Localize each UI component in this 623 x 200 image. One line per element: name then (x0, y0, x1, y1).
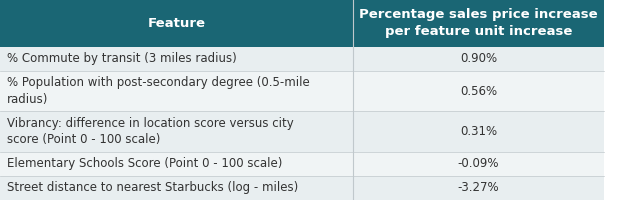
Bar (0, 0, 353, 47)
Text: Elementary Schools Score (Point 0 - 100 scale): Elementary Schools Score (Point 0 - 100 … (7, 157, 283, 170)
Text: 0.90%: 0.90% (460, 52, 497, 65)
Bar (353, 176, 604, 200)
Text: Street distance to nearest Starbucks (log - miles): Street distance to nearest Starbucks (lo… (7, 181, 298, 194)
Text: -0.09%: -0.09% (458, 157, 499, 170)
Text: Feature: Feature (148, 17, 206, 30)
Bar (353, 152, 604, 176)
Text: 0.56%: 0.56% (460, 85, 497, 98)
Bar (0, 47, 353, 71)
Bar (0, 111, 353, 152)
Text: Vibrancy: difference in location score versus city
score (Point 0 - 100 scale): Vibrancy: difference in location score v… (7, 117, 294, 146)
Bar (353, 71, 604, 111)
Bar (0, 71, 353, 111)
Bar (0, 176, 353, 200)
Bar (353, 47, 604, 71)
Bar (0, 152, 353, 176)
Bar (353, 0, 604, 47)
Text: % Population with post-secondary degree (0.5-mile
radius): % Population with post-secondary degree … (7, 76, 310, 106)
Text: Percentage sales price increase
per feature unit increase: Percentage sales price increase per feat… (359, 8, 598, 38)
Text: -3.27%: -3.27% (458, 181, 500, 194)
Bar (353, 111, 604, 152)
Text: % Commute by transit (3 miles radius): % Commute by transit (3 miles radius) (7, 52, 237, 65)
Text: 0.31%: 0.31% (460, 125, 497, 138)
